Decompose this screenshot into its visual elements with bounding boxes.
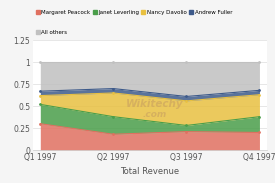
X-axis label: Total Revenue: Total Revenue (120, 167, 179, 176)
Text: Wikitechy: Wikitechy (126, 99, 183, 109)
Text: .com: .com (142, 110, 167, 119)
Legend: All others: All others (36, 30, 67, 35)
